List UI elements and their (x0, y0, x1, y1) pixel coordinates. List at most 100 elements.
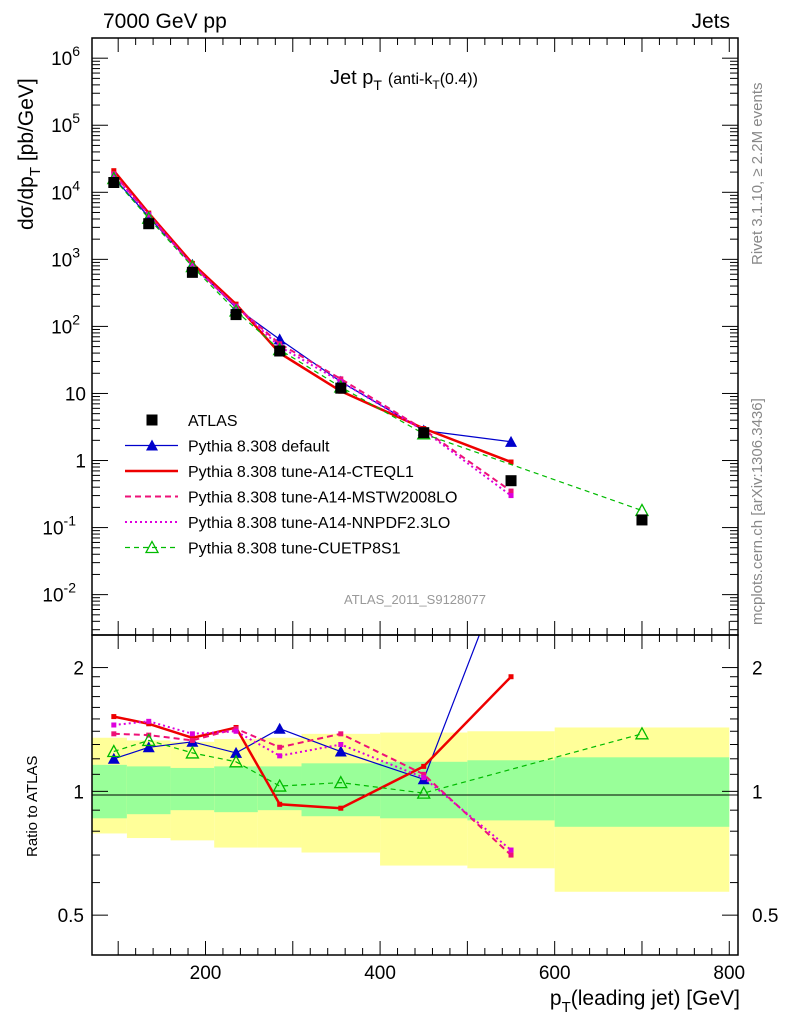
ratio-y-tick-label-right: 2 (752, 659, 763, 680)
atlas-data-point (143, 218, 155, 230)
pythia-8-308-tune-a14-cteql1-marker (111, 168, 117, 174)
atlas-data-point (418, 427, 430, 439)
default-marker (230, 746, 243, 758)
cuetp8s1-marker (106, 744, 121, 758)
legend-label: Pythia 8.308 tune-A14-MSTW2008LO (188, 490, 457, 507)
ratio-pythia-8-308-tune-a14-mstw2008lo-marker (421, 771, 427, 777)
default-marker (505, 547, 517, 558)
pythia-8-308-tune-cuetp8s1-line (113, 178, 643, 512)
ratio-pythia-8-308-tune-cuetp8s1-line (113, 733, 643, 794)
ratio-y-tick-label-left: 2 (73, 659, 84, 680)
cuetp8s1-marker (634, 503, 650, 517)
plot-title: Jet pT (anti-kT(0.4)) (330, 67, 478, 93)
ratio-y-tick-label-left: 1 (73, 782, 84, 803)
ratio-pythia-8-308-tune-a14-nnpdf2-3lo-marker (146, 718, 152, 724)
ratio-pythia-8-308-tune-a14-cteql1-marker (338, 805, 344, 811)
legend-label: Pythia 8.308 tune-A14-NNPDF2.3LO (188, 515, 450, 532)
ratio-pythia-8-308-tune-a14-mstw2008lo-marker (189, 737, 195, 743)
ratio-pythia-8-308-tune-a14-cteql1-marker (111, 714, 117, 720)
default-marker (142, 741, 155, 753)
legend-item-pythia-8-308-tune-a14-nnpdf2-3lo: Pythia 8.308 tune-A14-NNPDF2.3LO (125, 515, 450, 532)
beam-label: 7000 GeV pp (103, 10, 227, 33)
ratio-pythia-8-308-tune-a14-cteql1-marker (421, 763, 427, 769)
series-pythia-8-308-default (107, 171, 518, 447)
y-tick-label: 10-1 (42, 513, 76, 540)
default-marker (273, 722, 286, 734)
legend: ATLAS Pythia 8.308 default Pythia 8.308 tu… (125, 413, 457, 558)
cuetp8s1-marker (634, 726, 650, 740)
atlas-data-point (146, 414, 158, 426)
inner-band-bin (170, 767, 215, 811)
legend-label: Pythia 8.308 tune-CUETP8S1 (188, 541, 401, 558)
ratio-pythia-8-308-tune-a14-mstw2008lo-marker (233, 726, 239, 732)
atlas-data-point (505, 475, 517, 487)
default-marker (505, 435, 518, 447)
ratio-pythia-8-308-tune-a14-cteql1-marker (508, 674, 514, 680)
cuetp8s1-marker (272, 778, 287, 792)
y-axis-label: dσ/dpT [pb/GeV] (15, 78, 44, 230)
cuetp8s1-marker (144, 540, 160, 554)
x-tick-label: 800 (713, 963, 745, 984)
pythia-8-308-tune-a14-mstw2008lo-marker (338, 376, 344, 382)
ratio-pythia-8-308-tune-a14-cteql1-marker (277, 801, 283, 807)
uncertainty-bands (92, 727, 730, 892)
ratio-pythia-8-308-tune-a14-nnpdf2-3lo-marker (508, 847, 514, 853)
atlas-data-point (186, 266, 198, 278)
rivet-label: Rivet 3.1.10, ≥ 2.2M events (749, 83, 766, 266)
ratio-pythia-8-308-tune-a14-nnpdf2-3lo-marker (421, 775, 427, 781)
ratio-pythia-8-308-tune-a14-mstw2008lo-marker (508, 852, 514, 858)
pythia-8-308-tune-a14-nnpdf2-3lo-marker (111, 172, 117, 178)
ratio-pythia-8-308-tune-a14-nnpdf2-3lo-marker (111, 722, 117, 728)
atlas-data-point (230, 309, 242, 321)
ratio-y-tick-label-left: 0.5 (58, 906, 84, 927)
ratio-y-tick-label-right: 0.5 (752, 906, 778, 927)
y-tick-label: 1 (75, 452, 86, 473)
atlas-data-point (108, 176, 120, 188)
ratio-pythia-8-308-tune-a14-nnpdf2-3lo (111, 718, 514, 853)
mcplots-label: mcplots.cern.ch [arXiv:1306.3436] (749, 398, 766, 625)
y-tick-label: 103 (51, 244, 80, 271)
pythia-8-308-tune-a14-mstw2008lo-line (113, 172, 512, 492)
pythia-8-308-tune-a14-nnpdf2-3lo-marker (146, 211, 152, 217)
pythia-8-308-tune-a14-mstw2008lo-marker (508, 488, 514, 494)
ratio-pythia-8-308-tune-a14-mstw2008lo-marker (277, 744, 283, 750)
x-tick-label: 600 (539, 963, 571, 984)
ratio-y-axis-label: Ratio to ATLAS (24, 756, 41, 857)
x-tick-label: 400 (364, 963, 396, 984)
pythia-8-308-default-line (113, 177, 512, 443)
inner-band-bin (554, 757, 730, 827)
pythia-8-308-tune-a14-cteql1-line (112, 169, 512, 464)
y-tick-label: 105 (51, 110, 80, 137)
ratio-pythia-8-308-tune-a14-mstw2008lo-line (113, 727, 512, 856)
x-tick-label: 200 (190, 963, 222, 984)
analysis-label: ATLAS_2011_S9128077 (344, 592, 486, 607)
legend-label: ATLAS (188, 413, 238, 430)
ratio-pythia-8-308-tune-a14-nnpdf2-3lo-marker (189, 731, 195, 737)
legend-item-atlas: ATLAS (146, 413, 238, 430)
inner-band-bin (214, 766, 258, 813)
legend-item-pythia-8-308-tune-a14-cteql1: Pythia 8.308 tune-A14-CTEQL1 (125, 464, 414, 481)
default-marker (107, 752, 120, 764)
legend-item-pythia-8-308-tune-a14-mstw2008lo: Pythia 8.308 tune-A14-MSTW2008LO (125, 490, 457, 507)
ratio-pythia-8-308-tune-a14-nnpdf2-3lo-marker (277, 753, 283, 759)
series-atlas (108, 176, 648, 526)
atlas-data-point (335, 382, 347, 394)
legend-item-pythia-8-308-default: Pythia 8.308 default (125, 439, 330, 456)
inner-band-bin (380, 761, 468, 819)
ratio-pythia-8-308-tune-a14-cteql1-line (113, 675, 512, 810)
ratio-pythia-8-308-tune-a14-cteql1-marker (189, 735, 195, 741)
y-tick-label: 10-2 (42, 580, 76, 607)
y-tick-label: 104 (51, 177, 80, 204)
cuetp8s1-marker (416, 785, 431, 799)
x-axis-label: pT(leading jet) [GeV] (550, 987, 740, 1016)
default-marker (334, 745, 347, 757)
pythia-8-308-tune-a14-nnpdf2-3lo-marker (508, 493, 514, 499)
ratio-pythia-8-308-tune-a14-mstw2008lo-marker (338, 731, 344, 737)
ratio-pythia-8-308-tune-a14-mstw2008lo-marker (111, 731, 117, 737)
cuetp8s1-marker (228, 754, 244, 768)
inner-band-bin (126, 766, 171, 815)
y-tick-label: 10 (65, 384, 86, 405)
y-tick-label: 102 (51, 311, 80, 338)
legend-label: Pythia 8.308 tune-A14-CTEQL1 (188, 464, 414, 481)
